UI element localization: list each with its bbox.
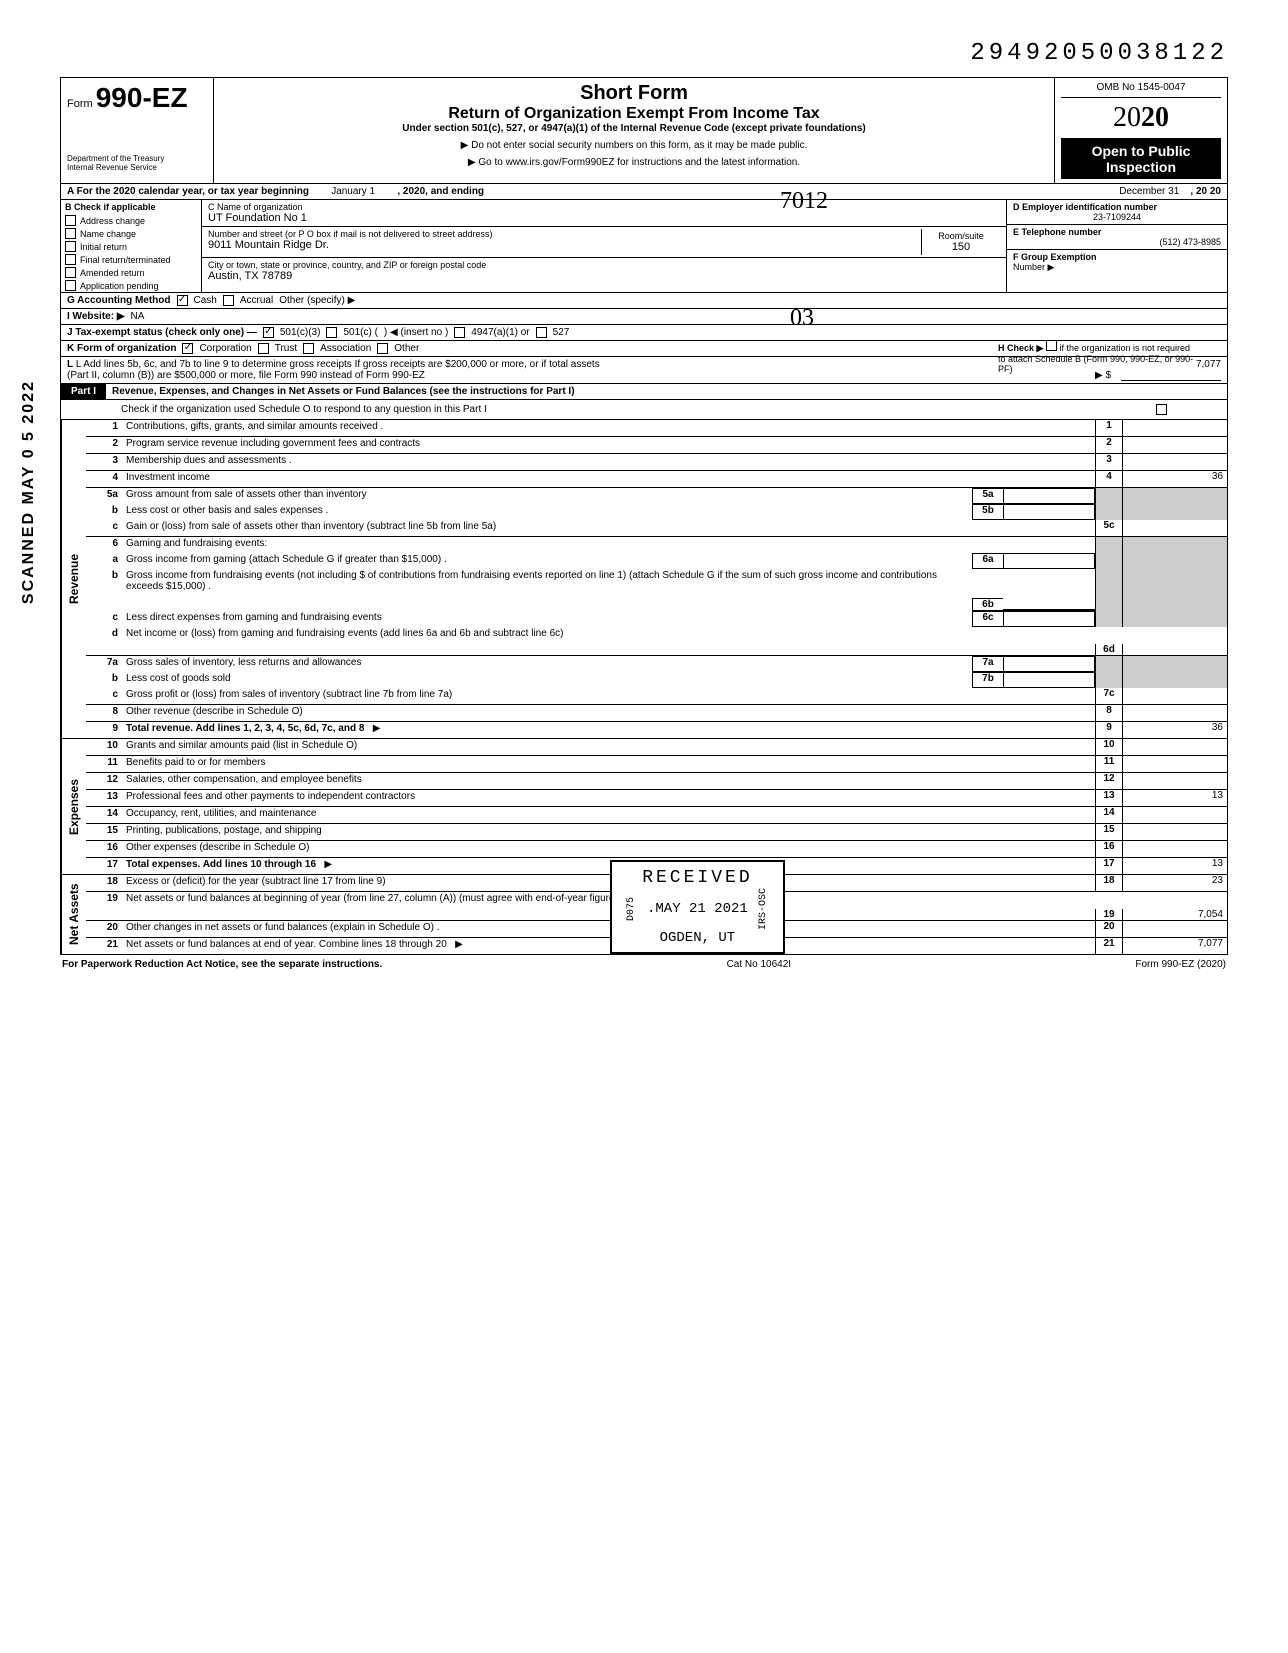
line17-val: 13 bbox=[1123, 858, 1227, 874]
h-note: H Check ▶ if the organization is not req… bbox=[998, 340, 1198, 374]
ssn-note: ▶ Do not enter social security numbers o… bbox=[220, 140, 1048, 151]
f-label2: Number ▶ bbox=[1013, 262, 1054, 272]
room-label: Room/suite bbox=[926, 231, 996, 241]
return-title: Return of Organization Exempt From Incom… bbox=[220, 105, 1048, 123]
expenses-section: Expenses 10Grants and similar amounts pa… bbox=[60, 739, 1228, 875]
e-label: E Telephone number bbox=[1013, 227, 1101, 237]
b-header: B Check if applicable bbox=[65, 202, 156, 212]
handwriting-7012: 7012 bbox=[780, 188, 828, 215]
tax-year: 2020 bbox=[1061, 98, 1221, 139]
row-a: A For the 2020 calendar year, or tax yea… bbox=[60, 184, 1228, 200]
chk-name-change[interactable] bbox=[65, 228, 76, 239]
city-state-zip: Austin, TX 78789 bbox=[208, 270, 1000, 282]
subtitle: Under section 501(c), 527, or 4947(a)(1)… bbox=[220, 123, 1048, 134]
row-i: I Website: ▶ NA bbox=[60, 309, 1228, 325]
part1-header: Part I Revenue, Expenses, and Changes in… bbox=[60, 384, 1228, 400]
page-footer: For Paperwork Reduction Act Notice, see … bbox=[60, 955, 1228, 974]
website: NA bbox=[131, 311, 145, 322]
netassets-label: Net Assets bbox=[61, 875, 86, 954]
irs-label: Internal Revenue Service bbox=[67, 163, 207, 172]
revenue-label: Revenue bbox=[61, 420, 86, 738]
room-suite: 150 bbox=[926, 241, 996, 253]
dln-number: 29492050038122 bbox=[60, 40, 1228, 67]
open-public: Open to Public bbox=[1063, 143, 1219, 159]
telephone: (512) 473-8985 bbox=[1013, 237, 1221, 247]
inspection: Inspection bbox=[1063, 159, 1219, 175]
expenses-label: Expenses bbox=[61, 739, 86, 874]
chk-accrual[interactable] bbox=[223, 295, 234, 306]
chk-address-change[interactable] bbox=[65, 215, 76, 226]
handwriting-03: 03 bbox=[790, 305, 814, 332]
chk-trust[interactable] bbox=[258, 343, 269, 354]
section-bcdef: B Check if applicable Address change Nam… bbox=[60, 200, 1228, 293]
row-g-i: G Accounting Method Cash Accrual Other (… bbox=[60, 293, 1228, 309]
row-j: J Tax-exempt status (check only one) — 5… bbox=[60, 325, 1228, 341]
chk-527[interactable] bbox=[536, 327, 547, 338]
received-stamp: RECEIVED D075 .MAY 21 2021 IRS-OSC OGDEN… bbox=[610, 860, 785, 954]
addr-label: Number and street (or P O box if mail is… bbox=[208, 229, 921, 239]
form-prefix: Form bbox=[67, 98, 93, 110]
omb-number: OMB No 1545-0047 bbox=[1061, 82, 1221, 98]
form-number: 990-EZ bbox=[96, 82, 188, 113]
chk-final-return[interactable] bbox=[65, 254, 76, 265]
chk-501c3[interactable] bbox=[263, 327, 274, 338]
chk-501c[interactable] bbox=[326, 327, 337, 338]
ein: 23-7109244 bbox=[1013, 212, 1221, 222]
chk-initial-return[interactable] bbox=[65, 241, 76, 252]
street-address: 9011 Mountain Ridge Dr. bbox=[208, 239, 921, 251]
pra-notice: For Paperwork Reduction Act Notice, see … bbox=[62, 959, 382, 970]
short-form-title: Short Form bbox=[220, 82, 1048, 105]
goto-link: ▶ Go to www.irs.gov/Form990EZ for instru… bbox=[220, 157, 1048, 168]
chk-other-org[interactable] bbox=[377, 343, 388, 354]
scanned-stamp: SCANNED MAY 0 5 2022 bbox=[20, 380, 38, 604]
form-ref: Form 990-EZ (2020) bbox=[1135, 959, 1226, 970]
dept-treasury: Department of the Treasury bbox=[67, 154, 207, 163]
cat-no: Cat No 10642I bbox=[727, 959, 792, 970]
c-name-label: C Name of organization bbox=[208, 202, 1000, 212]
org-name: UT Foundation No 1 bbox=[208, 212, 1000, 224]
line19-val: 7,054 bbox=[1123, 909, 1227, 920]
d-label: D Employer identification number bbox=[1013, 202, 1157, 212]
line4-val: 36 bbox=[1123, 471, 1227, 487]
chk-schedule-o[interactable] bbox=[1156, 404, 1167, 415]
chk-cash[interactable] bbox=[177, 295, 188, 306]
chk-corporation[interactable] bbox=[182, 343, 193, 354]
schedule-o-check: Check if the organization used Schedule … bbox=[60, 400, 1228, 420]
form-header: Form 990-EZ Department of the Treasury I… bbox=[60, 77, 1228, 184]
f-label: F Group Exemption bbox=[1013, 252, 1097, 262]
city-label: City or town, state or province, country… bbox=[208, 260, 1000, 270]
line13-val: 13 bbox=[1123, 790, 1227, 806]
revenue-section: Revenue 1Contributions, gifts, grants, a… bbox=[60, 420, 1228, 739]
chk-4947[interactable] bbox=[454, 327, 465, 338]
chk-h[interactable] bbox=[1046, 340, 1057, 351]
chk-amended-return[interactable] bbox=[65, 267, 76, 278]
line18-val: 23 bbox=[1123, 875, 1227, 891]
chk-application-pending[interactable] bbox=[65, 280, 76, 291]
chk-association[interactable] bbox=[303, 343, 314, 354]
line21-val: 7,077 bbox=[1123, 938, 1227, 954]
line9-val: 36 bbox=[1123, 722, 1227, 738]
